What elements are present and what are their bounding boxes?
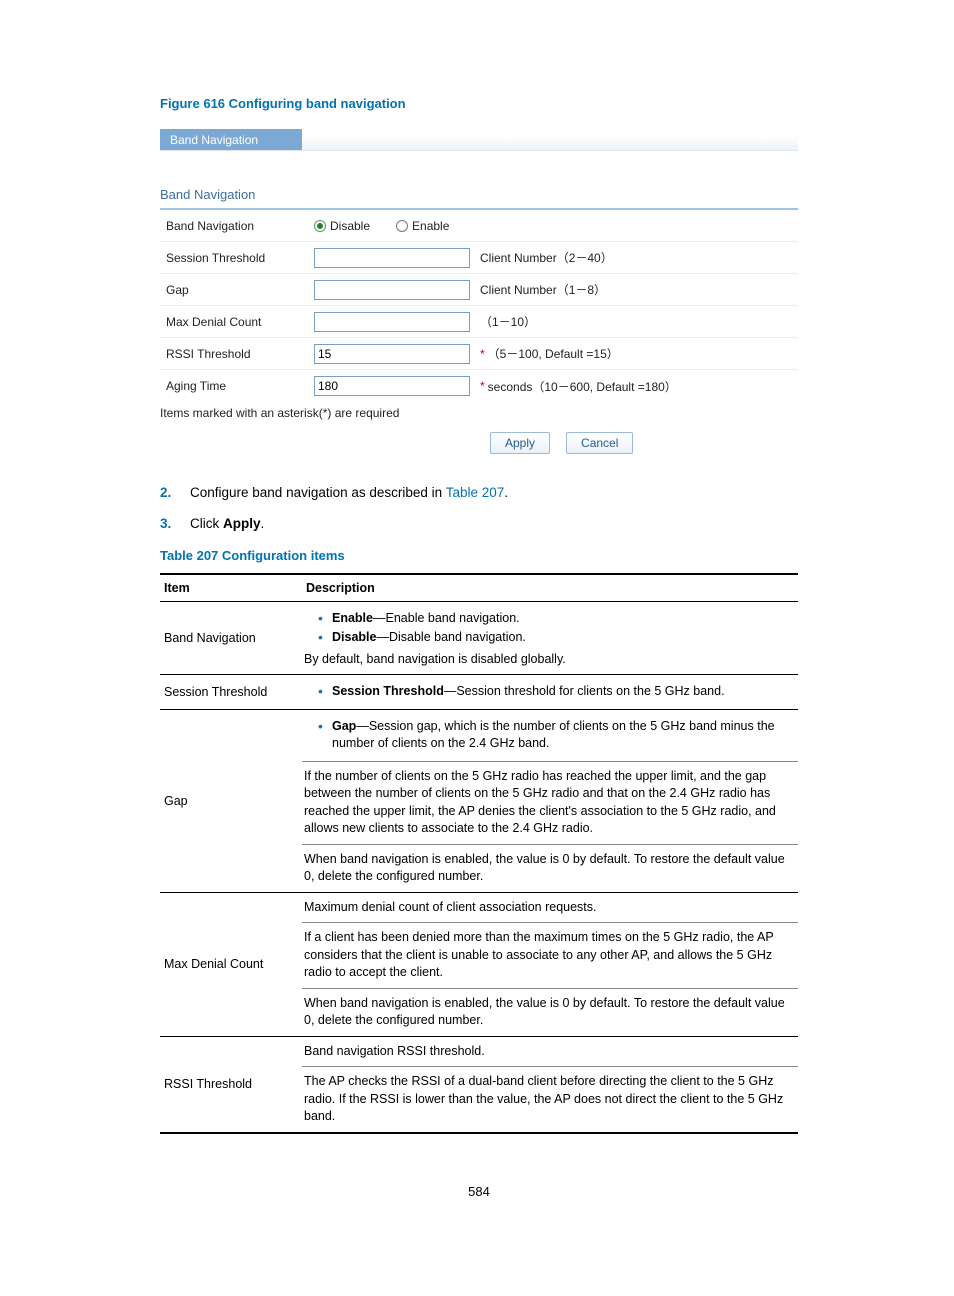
- label-rssi: RSSI Threshold: [166, 347, 314, 361]
- cancel-button[interactable]: Cancel: [566, 432, 633, 454]
- table-row: Max Denial CountMaximum denial count of …: [160, 892, 798, 1036]
- cell-item: Gap: [160, 709, 302, 892]
- required-note: Items marked with an asterisk(*) are req…: [160, 402, 798, 420]
- radio-enable-label: Enable: [412, 219, 449, 233]
- table-row: GapGap—Session gap, which is the number …: [160, 709, 798, 892]
- row-rssi: RSSI Threshold *（5－100, Default =15）: [160, 338, 798, 370]
- bullet-term: Disable: [332, 630, 376, 644]
- step-3-bold: Apply: [223, 516, 261, 531]
- hint-gap: Client Number（1－8）: [480, 281, 606, 298]
- row-session-threshold: Session Threshold Client Number（2－40）: [160, 242, 798, 274]
- bullet-text: —Disable band navigation.: [376, 630, 525, 644]
- desc-block: If the number of clients on the 5 GHz ra…: [302, 761, 798, 844]
- desc-block: Session Threshold—Session threshold for …: [302, 675, 798, 709]
- config-panel: Band Navigation Band Navigation Band Nav…: [160, 129, 798, 454]
- step-2-number: 2.: [160, 484, 190, 503]
- bullet-text: —Session gap, which is the number of cli…: [332, 719, 775, 751]
- bullet-item: Session Threshold—Session threshold for …: [318, 683, 796, 701]
- desc-block: The AP checks the RSSI of a dual-band cl…: [302, 1066, 798, 1132]
- cell-item: Max Denial Count: [160, 892, 302, 1036]
- row-max-denial: Max Denial Count （1－10）: [160, 306, 798, 338]
- cell-description: Band navigation RSSI threshold.The AP ch…: [302, 1036, 798, 1133]
- desc-block: Maximum denial count of client associati…: [302, 893, 798, 923]
- cell-description: Session Threshold—Session threshold for …: [302, 675, 798, 710]
- hint-aging: seconds（10－600, Default =180）: [488, 378, 677, 395]
- table-caption: Table 207 Configuration items: [160, 548, 798, 563]
- desc-tail: By default, band navigation is disabled …: [304, 651, 796, 669]
- panel-tab[interactable]: Band Navigation: [160, 129, 302, 150]
- cell-item: Session Threshold: [160, 675, 302, 710]
- bullet-list: Session Threshold—Session threshold for …: [304, 683, 796, 701]
- step-2-pre: Configure band navigation as described i…: [190, 485, 446, 500]
- bullet-text: —Session threshold for clients on the 5 …: [444, 684, 725, 698]
- page-number: 584: [160, 1184, 798, 1199]
- config-items-table: Item Description Band Navigation Enable—E…: [160, 573, 798, 1134]
- bullet-text: —Enable band navigation.: [373, 611, 520, 625]
- input-rssi[interactable]: [314, 344, 470, 364]
- th-item: Item: [160, 574, 302, 602]
- hint-max-denial: （1－10）: [480, 313, 536, 330]
- bullet-item: Disable—Disable band navigation.: [318, 629, 796, 647]
- row-gap: Gap Client Number（1－8）: [160, 274, 798, 306]
- bullet-list: Enable—Enable band navigation.Disable—Di…: [304, 610, 796, 647]
- figure-caption: Figure 616 Configuring band navigation: [160, 96, 798, 111]
- desc-block: Enable—Enable band navigation.Disable—Di…: [302, 602, 798, 675]
- step-3-number: 3.: [160, 515, 190, 534]
- desc-block: Gap—Session gap, which is the number of …: [302, 710, 798, 761]
- step-3: 3. Click Apply.: [160, 515, 798, 534]
- step-3-pre: Click: [190, 516, 223, 531]
- cell-description: Gap—Session gap, which is the number of …: [302, 709, 798, 892]
- section-title: Band Navigation: [160, 187, 798, 210]
- cell-description: Maximum denial count of client associati…: [302, 892, 798, 1036]
- radio-enable[interactable]: Enable: [396, 219, 449, 233]
- req-aging: *: [480, 379, 485, 393]
- radio-disable-icon: [314, 220, 326, 232]
- row-band-navigation: Band Navigation Disable Enable: [160, 210, 798, 242]
- table-row: Band Navigation Enable—Enable band naviga…: [160, 601, 798, 675]
- cell-description: Enable—Enable band navigation.Disable—Di…: [302, 601, 798, 675]
- bullet-item: Gap—Session gap, which is the number of …: [318, 718, 796, 753]
- bullet-item: Enable—Enable band navigation.: [318, 610, 796, 628]
- radio-disable[interactable]: Disable: [314, 219, 370, 233]
- table-row: RSSI ThresholdBand navigation RSSI thres…: [160, 1036, 798, 1133]
- desc-block: If a client has been denied more than th…: [302, 922, 798, 988]
- bullet-term: Gap: [332, 719, 356, 733]
- bullet-list: Gap—Session gap, which is the number of …: [304, 718, 796, 753]
- radio-enable-icon: [396, 220, 408, 232]
- input-gap[interactable]: [314, 280, 470, 300]
- step-2-post: .: [504, 485, 508, 500]
- table-row: Session ThresholdSession Threshold—Sessi…: [160, 675, 798, 710]
- label-aging: Aging Time: [166, 379, 314, 393]
- step-3-post: .: [261, 516, 265, 531]
- label-session-threshold: Session Threshold: [166, 251, 314, 265]
- row-aging: Aging Time *seconds（10－600, Default =180…: [160, 370, 798, 402]
- desc-block: When band navigation is enabled, the val…: [302, 844, 798, 892]
- label-max-denial: Max Denial Count: [166, 315, 314, 329]
- radio-disable-label: Disable: [330, 219, 370, 233]
- apply-button[interactable]: Apply: [490, 432, 550, 454]
- desc-block: Band navigation RSSI threshold.: [302, 1037, 798, 1067]
- step-2: 2. Configure band navigation as describe…: [160, 484, 798, 503]
- req-rssi: *: [480, 347, 485, 361]
- cell-item: Band Navigation: [160, 601, 302, 675]
- cell-item: RSSI Threshold: [160, 1036, 302, 1133]
- panel-tab-strip: Band Navigation: [160, 129, 798, 151]
- input-session-threshold[interactable]: [314, 248, 470, 268]
- desc-block: When band navigation is enabled, the val…: [302, 988, 798, 1036]
- input-aging[interactable]: [314, 376, 470, 396]
- bullet-term: Session Threshold: [332, 684, 444, 698]
- th-description: Description: [302, 574, 798, 602]
- bullet-term: Enable: [332, 611, 373, 625]
- input-max-denial[interactable]: [314, 312, 470, 332]
- label-gap: Gap: [166, 283, 314, 297]
- step-2-link[interactable]: Table 207: [446, 485, 505, 500]
- hint-session-threshold: Client Number（2－40）: [480, 249, 613, 266]
- hint-rssi: （5－100, Default =15）: [488, 345, 619, 362]
- label-band-navigation: Band Navigation: [166, 219, 314, 233]
